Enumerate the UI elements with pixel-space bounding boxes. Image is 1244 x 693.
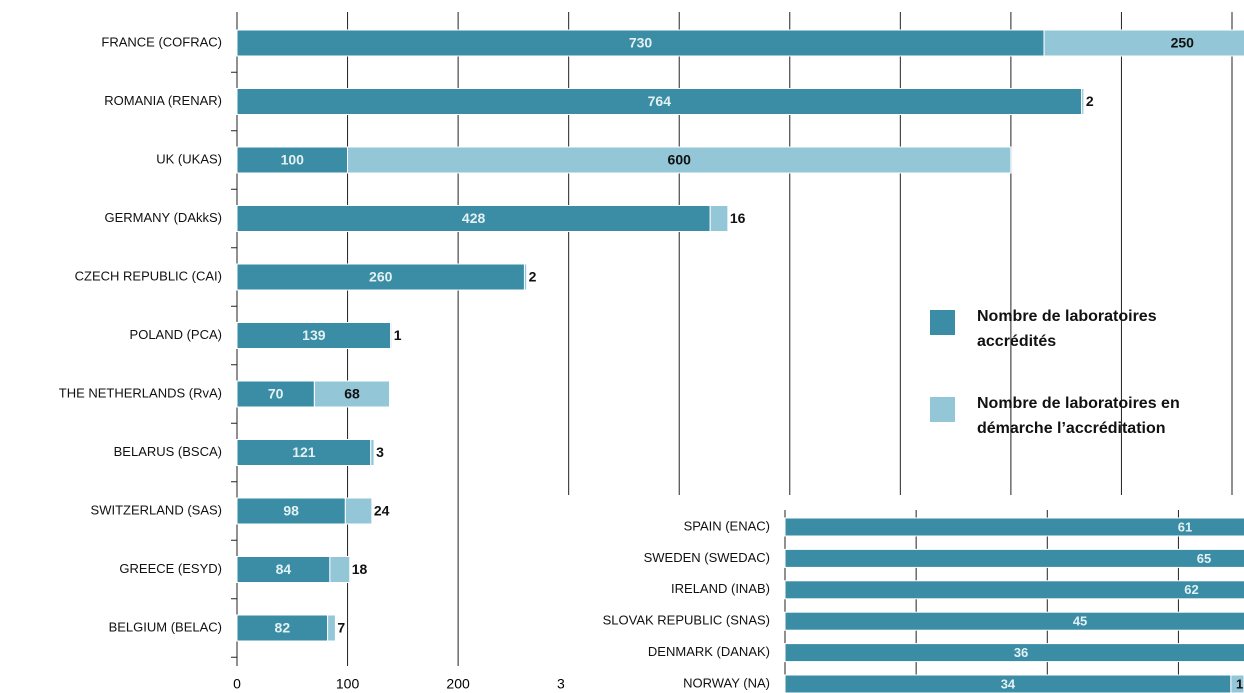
data-label: 34 bbox=[1001, 676, 1016, 691]
category-label: SWITZERLAND (SAS) bbox=[91, 502, 222, 517]
bar-segment bbox=[344, 497, 373, 525]
x-tick-label: 200 bbox=[446, 676, 470, 692]
category-label: SWEDEN (SWEDAC) bbox=[644, 550, 770, 565]
data-label: 82 bbox=[275, 620, 291, 636]
bar-segment bbox=[784, 611, 1244, 631]
data-label: 84 bbox=[276, 561, 292, 577]
category-label: GERMANY (DAkkS) bbox=[105, 210, 223, 225]
bar-segment bbox=[236, 29, 1045, 57]
category-label: DENMARK (DANAK) bbox=[648, 644, 770, 659]
legend-label: Nombre de laboratoires en démarche l’acc… bbox=[977, 395, 1180, 437]
data-label: 24 bbox=[374, 503, 390, 519]
data-label: 121 bbox=[292, 444, 316, 460]
category-label: SPAIN (ENAC) bbox=[684, 518, 770, 533]
bar-segment bbox=[236, 205, 711, 232]
bar-segment bbox=[347, 146, 1012, 174]
legend-swatch bbox=[930, 397, 955, 422]
data-label: 7 bbox=[337, 620, 345, 636]
x-tick-label: 0 bbox=[233, 676, 241, 692]
category-label: THE NETHERLANDS (RvA) bbox=[59, 385, 222, 400]
data-label: 61 bbox=[1178, 519, 1192, 534]
category-label: BELGIUM (BELAC) bbox=[109, 619, 222, 634]
data-label: 45 bbox=[1073, 614, 1087, 629]
category-label: SLOVAK REPUBLIC (SNAS) bbox=[603, 613, 770, 628]
bar-segment bbox=[784, 517, 1244, 537]
bar-segment bbox=[370, 439, 375, 466]
data-label: 65 bbox=[1197, 551, 1211, 566]
x-tick-label: 100 bbox=[336, 676, 360, 692]
bar-segment bbox=[313, 380, 391, 408]
bar-segment bbox=[329, 556, 351, 583]
category-label: GREECE (ESYD) bbox=[119, 561, 222, 576]
bar-segment bbox=[784, 580, 1244, 600]
data-label: 68 bbox=[344, 386, 360, 402]
data-label: 70 bbox=[268, 386, 284, 402]
category-label: BELARUS (BSCA) bbox=[114, 444, 222, 459]
bar-segment bbox=[236, 322, 392, 349]
data-label: 250 bbox=[1171, 35, 1195, 51]
data-label: 764 bbox=[648, 93, 672, 109]
data-label: 260 bbox=[369, 269, 393, 285]
data-label: 2 bbox=[1086, 93, 1094, 109]
data-label: 2 bbox=[529, 269, 537, 285]
data-label: 3 bbox=[376, 444, 384, 460]
bar-segment bbox=[236, 614, 329, 642]
data-label: 98 bbox=[283, 503, 299, 519]
bar-segment bbox=[327, 614, 336, 642]
data-label: 1 bbox=[394, 327, 402, 343]
data-label: 62 bbox=[1184, 582, 1198, 597]
bar-segment bbox=[523, 263, 528, 291]
legend-item: Nombre de laboratoires en démarche l’acc… bbox=[930, 391, 1230, 441]
data-label: 100 bbox=[281, 152, 305, 168]
bar-segment bbox=[236, 146, 349, 174]
legend-item: Nombre de laboratoires accrédités bbox=[930, 304, 1230, 354]
category-label: CZECH REPUBLIC (CAI) bbox=[75, 268, 222, 283]
bar-segment bbox=[784, 548, 1244, 568]
bar-segment bbox=[236, 88, 1083, 115]
bar-segment bbox=[236, 556, 331, 583]
bar-segment bbox=[1081, 88, 1085, 115]
bar-segment bbox=[236, 380, 315, 408]
data-label: 428 bbox=[462, 210, 486, 226]
legend-label: Nombre de laboratoires accrédités bbox=[977, 308, 1157, 350]
category-label: FRANCE (COFRAC) bbox=[101, 34, 222, 49]
data-label: 730 bbox=[629, 35, 653, 51]
data-label: 1 bbox=[1236, 676, 1243, 691]
category-label: UK (UKAS) bbox=[156, 151, 222, 166]
data-label: 139 bbox=[302, 327, 326, 343]
bar-segment bbox=[784, 643, 1244, 663]
category-label: IRELAND (INAB) bbox=[671, 581, 770, 596]
data-label: 18 bbox=[352, 561, 368, 577]
bar-segment bbox=[390, 322, 393, 349]
legend-swatch bbox=[930, 310, 955, 335]
category-label: NORWAY (NA) bbox=[683, 675, 770, 690]
bar-segment bbox=[1043, 29, 1244, 57]
category-label: ROMANIA (RENAR) bbox=[104, 93, 222, 108]
data-label: 36 bbox=[1014, 645, 1028, 660]
bar-segment bbox=[1230, 674, 1244, 693]
data-label: 600 bbox=[668, 152, 692, 168]
data-label: 16 bbox=[730, 210, 746, 226]
category-label: POLAND (PCA) bbox=[130, 327, 222, 342]
bar-segment bbox=[709, 205, 729, 232]
